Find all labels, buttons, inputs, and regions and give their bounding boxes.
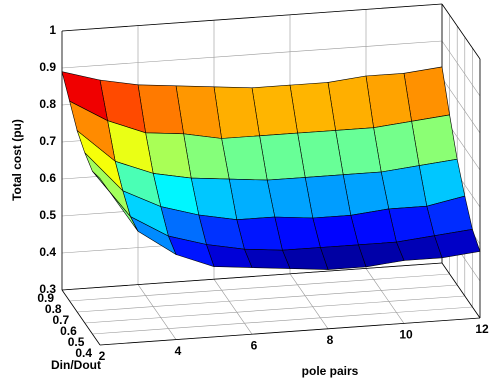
surface-patch xyxy=(228,178,276,221)
z-tick-label: 0.5 xyxy=(39,208,56,222)
grid-line xyxy=(441,40,481,97)
surface-patch xyxy=(335,127,382,176)
surface-patch xyxy=(365,72,412,129)
axis-line xyxy=(99,317,481,346)
x-tick-label: 4 xyxy=(175,344,182,358)
surface-patch xyxy=(319,244,367,270)
axis-line xyxy=(441,262,481,319)
grid-line xyxy=(213,279,253,335)
z-tick-label: 0.9 xyxy=(39,60,56,74)
surface-patch xyxy=(373,120,420,173)
grid-line xyxy=(77,284,458,313)
x-tick-label: 8 xyxy=(327,333,334,347)
surface-patch xyxy=(350,208,397,246)
y-tick-label: 0.4 xyxy=(75,346,92,360)
x-axis-label: pole pairs xyxy=(302,364,359,378)
y-tick-label: 0.8 xyxy=(45,302,62,316)
z-tick-label: 0.7 xyxy=(39,134,56,148)
surface-patch xyxy=(289,82,336,134)
axis-line xyxy=(61,3,443,32)
axis-line xyxy=(61,262,443,291)
surface-patch xyxy=(342,171,390,216)
z-tick-label: 0.3 xyxy=(39,282,56,296)
x-tick-label: 12 xyxy=(475,322,489,336)
surface-patch xyxy=(411,114,458,166)
axis-line xyxy=(441,3,481,60)
z-tick-label: 0.8 xyxy=(39,97,56,111)
surface-patch xyxy=(92,170,139,232)
z-axis-label: Total cost (pu) xyxy=(10,119,24,201)
y-tick-label: 0.9 xyxy=(37,291,54,305)
surface-patch xyxy=(274,216,321,251)
x-tick-label: 10 xyxy=(399,328,413,342)
surface-patch xyxy=(304,174,352,219)
surface-patch xyxy=(312,214,359,248)
x-tick-label: 2 xyxy=(99,349,106,363)
grid-line xyxy=(92,306,473,335)
grid-line xyxy=(84,295,465,324)
y-tick-label: 0.5 xyxy=(68,335,85,349)
axis-line xyxy=(61,289,101,346)
z-tick-label: 1 xyxy=(49,23,56,37)
grid-line xyxy=(137,284,177,340)
surface-patch xyxy=(327,75,374,131)
y-axis-label: Din/Dout xyxy=(51,358,101,372)
y-tick-label: 0.7 xyxy=(53,313,70,327)
surface-patch xyxy=(259,132,306,181)
grid-line xyxy=(69,273,450,302)
grid-line xyxy=(61,40,443,69)
surface-patch xyxy=(213,86,260,139)
grid-line xyxy=(365,268,405,324)
surface-patch xyxy=(251,84,298,137)
grid-line xyxy=(289,273,329,329)
x-tick-label: 6 xyxy=(251,338,258,352)
z-tick-label: 0.4 xyxy=(39,245,56,259)
surface-patch xyxy=(403,66,450,122)
z-tick-label: 0.6 xyxy=(39,171,56,185)
surface-patch xyxy=(380,165,428,210)
grid-line xyxy=(441,77,481,134)
surface-patch xyxy=(297,130,344,178)
y-tick-label: 0.6 xyxy=(60,324,77,338)
